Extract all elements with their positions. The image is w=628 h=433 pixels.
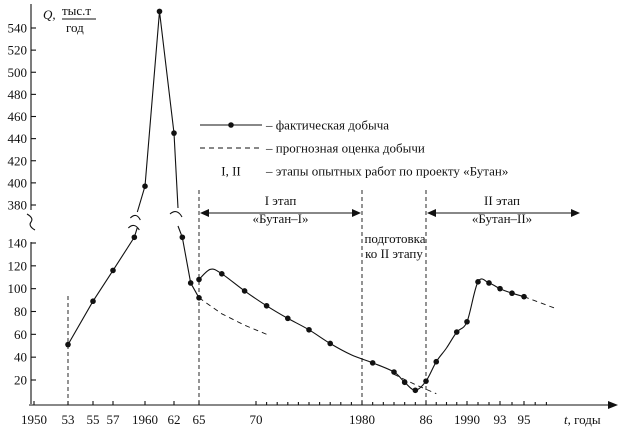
stage-1-arrow-head-right [352,209,361,217]
data-point [156,8,163,15]
data-point [187,280,194,286]
y-tick-label: 540 [8,21,28,36]
y-axis-unit-denominator: год [66,20,84,35]
y-tick-label: 520 [8,43,28,58]
y-tick-label: 120 [8,258,28,273]
data-point [219,271,225,277]
y-axis-break-mark [26,213,36,231]
x-axis-arrow [608,401,618,409]
y-axis-label: Q, [43,7,56,22]
stage-2-arrow-head-right [571,209,580,217]
legend-item-label: – фактическая добыча [265,118,389,133]
x-tick-label: 53 [62,412,75,427]
series-group [65,8,558,395]
actual-line-rise [67,227,138,345]
x-tick-label: 70 [250,412,263,427]
data-point [131,234,138,241]
data-point [497,285,503,292]
data-point [171,130,177,136]
data-point [433,358,440,365]
stage-prep-line2: ко II этапу [365,246,423,261]
legend-symbol-actual-dot [228,122,234,128]
data-point [401,379,408,386]
break-squiggle-left-2 [127,224,140,231]
x-tick-label: 1990 [454,412,480,427]
x-tick-label: 57 [107,412,121,427]
x-tick-label: 62 [168,412,181,427]
stage-2-subtitle: «Бутан–II» [472,211,532,226]
y-tick-label: 440 [8,131,28,146]
x-tick-label: 65 [193,412,206,427]
y-tick-label: 380 [8,198,28,213]
y-tick-label: 400 [8,175,28,190]
stage-1-arrow-head-left [200,209,209,217]
actual-line-main [198,268,525,391]
x-tick-label: 55 [87,412,100,427]
data-point [90,298,96,305]
x-tick-label: 1950 [21,412,47,427]
legend-symbol-stage: I, II [221,164,241,179]
data-point [423,378,429,384]
x-axis-label: t, годы [564,412,601,427]
stage-1-subtitle: «Бутан–I» [252,211,308,226]
forecast-line-2 [393,373,437,395]
axes: 20 40 60 80 100 120 140 380 400 420 440 460 480 500 52… [8,4,618,427]
y-tick-label: 500 [8,65,28,80]
data-point [521,293,527,300]
data-point [196,276,202,283]
y-tick-label: 140 [8,236,28,251]
x-tick-label: 95 [518,412,531,427]
actual-line-peak [136,11,179,213]
data-point [110,267,116,274]
break-squiggle-left [129,214,141,221]
break-squiggle-right [169,211,183,218]
data-point [327,340,334,347]
data-point [142,183,148,189]
data-point [65,341,71,348]
data-point [285,315,291,322]
y-tick-label: 480 [8,87,28,102]
y-tick-label: 20 [14,373,27,388]
data-point [453,329,460,335]
data-point [241,288,248,294]
data-point [306,326,312,333]
vertical-markers [67,190,427,405]
y-tick-label: 420 [8,153,28,168]
axis-labels: Q, тыс.т год t, годы [43,3,601,427]
legend: I, II – фактическая добыча – прогнозная оц… [200,118,508,179]
data-point [475,279,481,285]
y-tick-label: 100 [8,281,28,296]
data-point [464,318,470,325]
forecast-line-3 [523,296,558,310]
x-tick-label: 1960 [132,412,158,427]
legend-item-label: – этапы опытных работ по проекту «Бутан» [265,164,508,179]
y-tick-label: 460 [8,109,28,124]
data-point [179,234,186,241]
x-tick-label: 1980 [349,412,375,427]
stage-2-title: II этап [484,193,520,208]
y-axis-unit-numerator: тыс.т [62,3,91,18]
x-tick-label: 93 [494,412,507,427]
y-tick-label: 80 [14,304,27,319]
y-tick-label: 60 [14,327,27,342]
data-point [486,280,492,286]
x-tick-label: 86 [420,412,434,427]
y-tick-label: 40 [14,350,27,365]
forecast-line-1 [198,297,267,335]
data-point [412,387,419,394]
data-point [369,360,376,366]
data-point [509,290,515,297]
data-point [263,302,270,309]
stage-2-arrow-head-left [427,209,436,217]
stage-prep-line1: подготовка [364,231,425,246]
data-point [391,369,397,375]
legend-item-label: – прогнозная оценка добычи [265,141,425,156]
stage-1-title: I этап [265,193,297,208]
actual-line-fall [177,225,200,299]
